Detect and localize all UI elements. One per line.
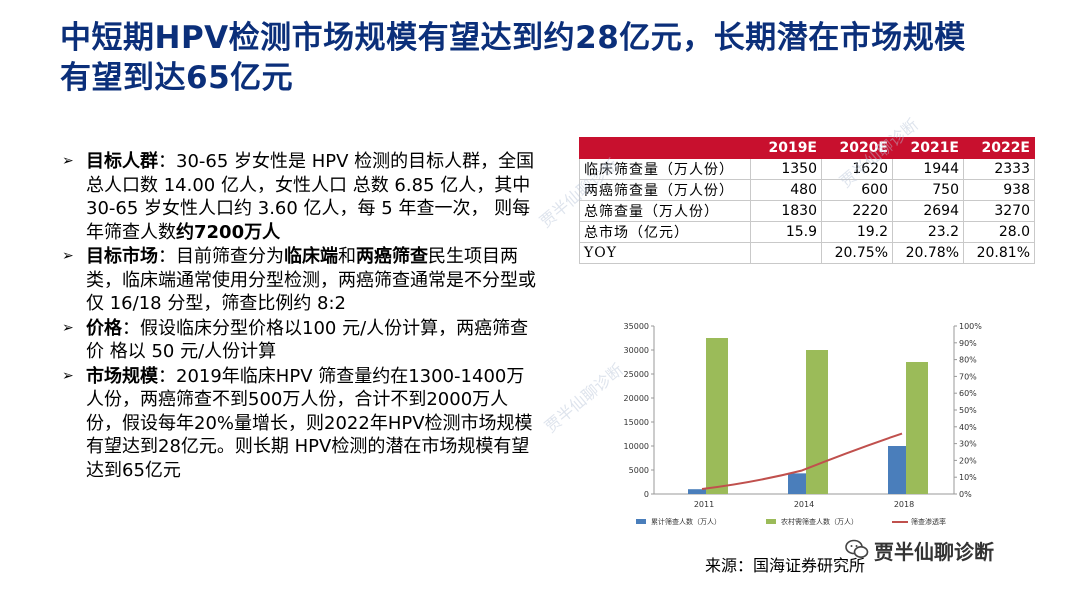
table-row: 临床筛查量（万人份） 1350 1620 1944 2333	[579, 158, 1035, 180]
table-row: 总市场（亿元） 15.9 19.2 23.2 28.0	[579, 221, 1035, 243]
bullet-head: 目标市场	[86, 246, 158, 267]
y2-tick-label: 50%	[959, 406, 977, 415]
y2-tick-label: 20%	[959, 456, 977, 465]
bar-0	[688, 489, 710, 494]
wechat-icon	[845, 539, 869, 558]
table-cell: 2333	[963, 158, 1035, 180]
y2-tick-label: 10%	[959, 473, 977, 482]
y-tick-label: 30000	[624, 346, 649, 355]
table-cell: 938	[963, 179, 1035, 201]
bullet-text: ：目前筛查分为	[158, 246, 284, 267]
table-cell: 15.9	[750, 221, 822, 243]
source-note: 来源：国海证券研究所	[705, 556, 866, 575]
arrow-bullet-icon: ➢	[62, 367, 74, 384]
table-cell: 2220	[821, 200, 893, 222]
table-row: YOY 20.75% 20.78% 20.81%	[579, 242, 1035, 264]
bar-1	[788, 473, 810, 494]
legend-label: 农村需筛查人数（万人）	[781, 517, 858, 526]
table-cell: 28.0	[963, 221, 1035, 243]
y-tick-label: 15000	[624, 418, 649, 427]
bullet-head: 市场规模	[86, 365, 158, 387]
legend-label: 筛查渗透率	[911, 517, 946, 526]
legend-label: 累计筛查人数（万人）	[651, 517, 721, 526]
bullet-market-size: ➢ 市场规模：2019年临床HPV 筛查量约在1300-1400万人份，两癌筛查…	[62, 365, 540, 483]
x-tick-label: 2018	[894, 500, 914, 509]
legend-swatch	[766, 519, 776, 524]
y-tick-label: 20000	[624, 394, 649, 403]
table-cell: 750	[892, 179, 964, 201]
table-cell: 1830	[750, 200, 822, 222]
table-cell: 2694	[892, 200, 964, 222]
title-line-2: 有望到达65亿元	[60, 60, 294, 96]
bullet-head: 目标人群	[86, 151, 158, 172]
table-row: 两癌筛查量（万人份） 480 600 750 938	[579, 179, 1035, 201]
table-cell: 20.78%	[892, 242, 964, 264]
table-cell: 19.2	[821, 221, 893, 243]
table-header: 2020E	[821, 137, 893, 159]
table-header-blank	[579, 137, 751, 159]
brand-name: 贾半仙聊诊断	[874, 540, 994, 564]
arrow-bullet-icon: ➢	[62, 248, 74, 264]
y2-tick-label: 90%	[959, 339, 977, 348]
y-tick-label: 0	[644, 490, 649, 499]
bullet-text: ：30-65 岁女性是 HPV 检测的目标人群，全国总人口数 14.00 亿人，…	[86, 151, 535, 243]
series-line-penetration	[701, 432, 903, 490]
bullet-strong: 约7200万人	[176, 221, 281, 243]
table-cell: 480	[750, 179, 822, 201]
arrow-bullet-icon: ➢	[62, 319, 74, 336]
screening-table: 2019E 2020E 2021E 2022E 临床筛查量（万人份） 1350 …	[579, 137, 1035, 264]
bullet-price: ➢ 价格：假设临床分型价格以100 元/人份计算，两癌筛查价 格以 50 元/人…	[62, 317, 540, 364]
table-cell: 1620	[821, 158, 893, 180]
y2-tick-label: 80%	[959, 356, 977, 365]
title-line-1: 中短期HPV检测市场规模有望达到约28亿元，长期潜在市场规模	[60, 20, 966, 56]
table-header: 2019E	[750, 137, 822, 159]
table-cell: 23.2	[892, 221, 964, 243]
y2-tick-label: 0%	[959, 490, 972, 499]
y-tick-label: 10000	[624, 442, 649, 451]
bar-1	[806, 350, 828, 494]
table-cell: 1350	[750, 158, 822, 180]
table-cell: 20.81%	[963, 242, 1035, 264]
bullet-target-market: ➢ 目标市场：目前筛查分为临床端和两癌筛查民生项目两类，临床端通常使用分型检测，…	[62, 245, 540, 316]
table-header: 2022E	[963, 137, 1035, 159]
y-tick-label: 25000	[624, 370, 649, 379]
bullet-text: 和	[338, 246, 356, 267]
row-label: YOY	[579, 242, 751, 264]
page-title: 中短期HPV检测市场规模有望达到约28亿元，长期潜在市场规模 有望到达65亿元	[60, 18, 1060, 98]
table-row: 总筛查量（万人份） 1830 2220 2694 3270	[579, 200, 1035, 222]
bar-2	[888, 446, 910, 494]
bar-0	[706, 338, 728, 494]
screening-chart: 0 5000 10000 15000 20000 25000 30000 35000 0% 10%…	[624, 322, 983, 526]
bullet-text: ：2019年临床HPV 筛查量约在1300-1400万人份，两癌筛查不到500万…	[86, 365, 533, 481]
bullet-head: 价格	[86, 317, 122, 339]
y-tick-label: 35000	[624, 322, 649, 331]
legend-swatch	[636, 519, 646, 524]
table-header-row: 2019E 2020E 2021E 2022E	[579, 137, 1035, 159]
table-cell	[750, 242, 822, 264]
arrow-bullet-icon: ➢	[62, 153, 74, 169]
y2-tick-label: 40%	[959, 423, 977, 432]
row-label: 总市场（亿元）	[579, 221, 751, 243]
x-tick-label: 2014	[794, 500, 814, 509]
table-cell: 3270	[963, 200, 1035, 222]
x-tick-label: 2011	[694, 500, 714, 509]
bullet-text: 民生项目两类，临床端通常使用分型检测，两癌筛查通常是不分型或仅 16/18 分型…	[86, 246, 536, 314]
bullet-strong: 两癌筛查	[356, 246, 428, 267]
y2-tick-label: 30%	[959, 440, 977, 449]
y2-tick-label: 100%	[959, 322, 982, 331]
row-label: 总筛查量（万人份）	[579, 200, 751, 222]
bullet-text: ：假设临床分型价格以100 元/人份计算，两癌筛查价 格以 50 元/人份计算	[86, 317, 529, 363]
table-cell: 1944	[892, 158, 964, 180]
y2-tick-label: 70%	[959, 372, 977, 381]
table-cell: 20.75%	[821, 242, 893, 264]
bullet-list: ➢ 目标人群：30-65 岁女性是 HPV 检测的目标人群，全国总人口数 14.…	[62, 150, 540, 483]
y2-tick-label: 60%	[959, 389, 977, 398]
y-tick-label: 5000	[629, 466, 649, 475]
bar-2	[906, 362, 928, 494]
bullet-target-population: ➢ 目标人群：30-65 岁女性是 HPV 检测的目标人群，全国总人口数 14.…	[62, 150, 540, 244]
bullet-strong: 临床端	[284, 246, 338, 267]
